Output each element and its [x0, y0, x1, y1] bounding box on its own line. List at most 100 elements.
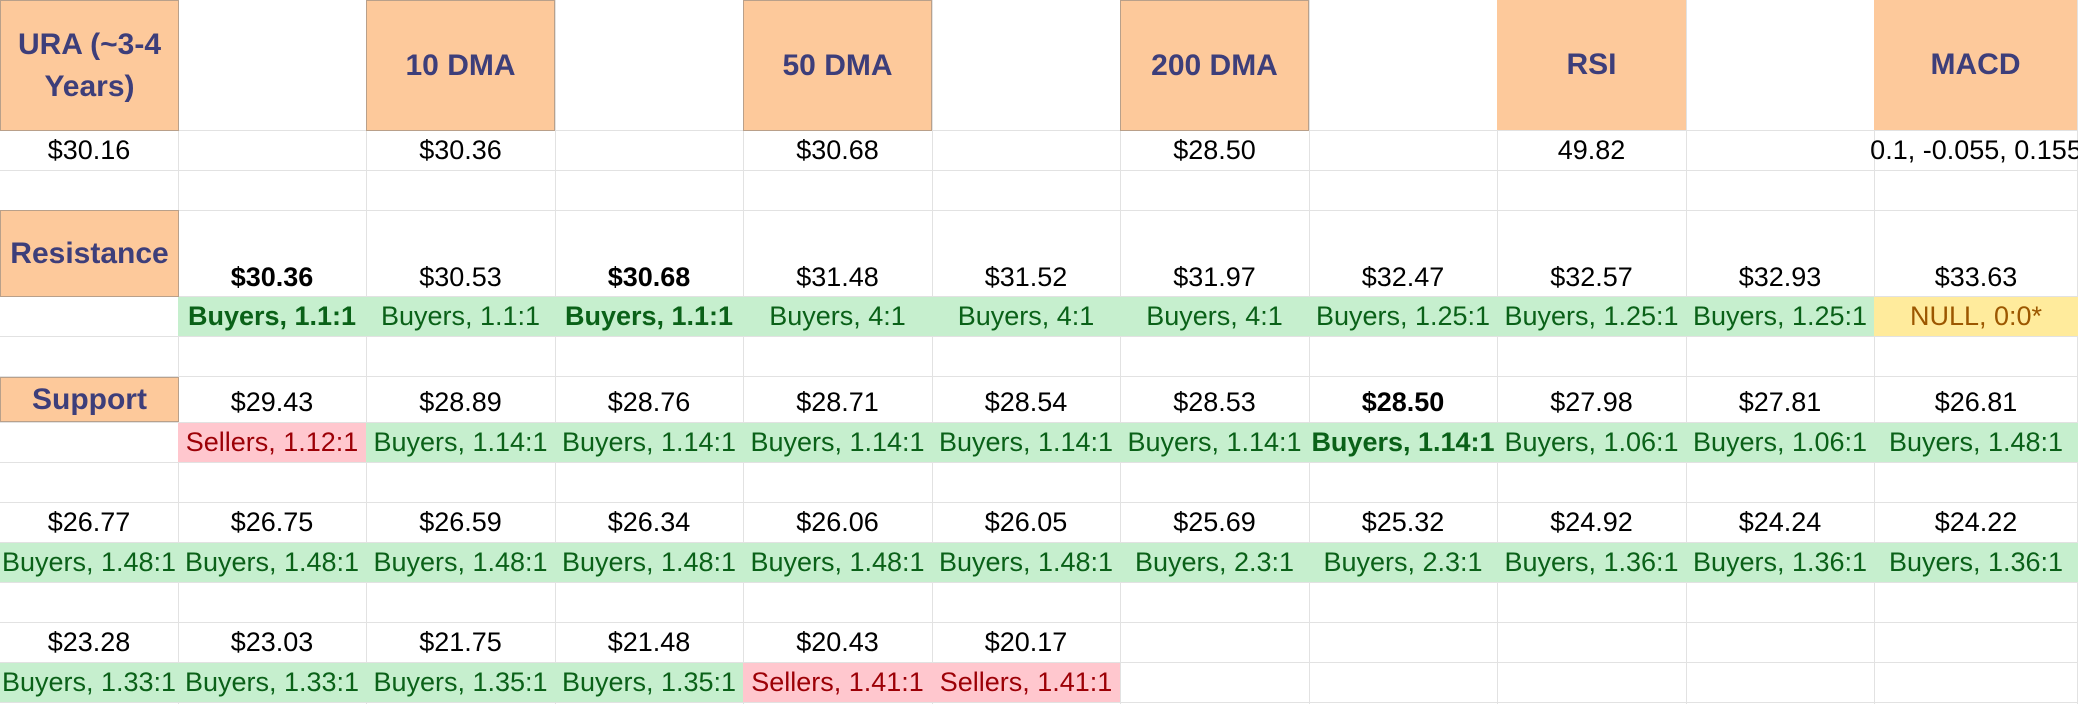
support-ratio: Sellers, 1.41:1 [932, 663, 1120, 702]
gridline [0, 662, 2078, 663]
resistance-ratio: Buyers, 4:1 [1120, 297, 1309, 336]
support-level: $29.43 [230, 387, 314, 418]
support-ratio: Buyers, 1.48:1 [178, 543, 366, 582]
gridline [1120, 0, 1121, 704]
support-ratio: Buyers, 1.48:1 [1874, 423, 2078, 462]
gridline [0, 296, 2078, 297]
support-ratio: Buyers, 1.48:1 [366, 543, 555, 582]
resistance-ratio: Buyers, 1.1:1 [555, 297, 743, 336]
resistance-level: $32.57 [1550, 261, 1633, 292]
support-level: $28.71 [796, 387, 879, 418]
resistance-level: $32.93 [1738, 261, 1822, 292]
header-10-dma: 10 DMA [366, 0, 555, 131]
gridline [0, 622, 2078, 623]
resistance-level: $31.97 [1173, 261, 1256, 292]
support-ratio: Buyers, 1.35:1 [555, 663, 743, 702]
support-ratio: Buyers, 1.14:1 [1309, 423, 1497, 462]
support-level: $27.98 [1550, 387, 1633, 418]
support-ratio: Buyers, 1.14:1 [555, 423, 743, 462]
resistance-level: $31.48 [796, 261, 879, 292]
gridline [366, 0, 367, 704]
resistance-level: $30.53 [419, 261, 502, 292]
gridline [1874, 0, 1875, 704]
support-level: $26.05 [984, 507, 1068, 538]
current-price: $30.16 [47, 135, 131, 166]
support-ratio: Buyers, 1.33:1 [0, 663, 178, 702]
support-ratio: Buyers, 1.35:1 [366, 663, 555, 702]
gridline [743, 0, 744, 704]
support-ratio: Buyers, 1.14:1 [1120, 423, 1309, 462]
resistance-level: $32.47 [1361, 261, 1445, 292]
gridline [0, 336, 2078, 337]
support-level: $24.22 [1934, 507, 2018, 538]
support-ratio: Buyers, 1.06:1 [1686, 423, 1874, 462]
resistance-level: $31.52 [984, 261, 1068, 292]
header-200-dma: 200 DMA [1120, 0, 1309, 131]
value-rsi: 49.82 [1557, 135, 1626, 166]
support-level: $27.81 [1738, 387, 1822, 418]
gridline [0, 170, 2078, 171]
gridline [0, 422, 2078, 423]
support-ratio: Buyers, 2.3:1 [1309, 543, 1497, 582]
support-level: $26.59 [419, 507, 502, 538]
support-level: $28.50 [1361, 387, 1445, 418]
gridline [0, 210, 2078, 211]
support-level: $26.75 [230, 507, 314, 538]
resistance-ratio: Buyers, 1.25:1 [1309, 297, 1497, 336]
resistance-label: Resistance [0, 210, 179, 297]
support-level: $26.81 [1934, 387, 2018, 418]
support-ratio: Buyers, 1.36:1 [1497, 543, 1686, 582]
resistance-level: $30.68 [607, 261, 691, 292]
value-50-dma: $30.68 [796, 135, 879, 166]
header-macd: MACD [1874, 0, 2077, 130]
resistance-ratio: Buyers, 1.1:1 [178, 297, 366, 336]
support-ratio: Buyers, 1.48:1 [0, 543, 178, 582]
value-macd: 0.1, -0.055, 0.155 [1870, 135, 2078, 166]
gridline [0, 702, 2078, 703]
gridline [1686, 0, 1687, 704]
resistance-ratio: Buyers, 1.1:1 [366, 297, 555, 336]
support-level: $28.54 [984, 387, 1068, 418]
resistance-ratio: Buyers, 1.25:1 [1497, 297, 1686, 336]
support-level: $20.43 [796, 627, 879, 658]
gridline [0, 542, 2078, 543]
support-level: $28.89 [419, 387, 502, 418]
header-rsi: RSI [1497, 0, 1686, 130]
resistance-ratio: Buyers, 1.25:1 [1686, 297, 1874, 336]
support-label: Support [0, 377, 179, 422]
resistance-ratio: NULL, 0:0* [1874, 297, 2078, 336]
value-200-dma: $28.50 [1173, 135, 1256, 166]
gridline [178, 0, 179, 704]
support-level: $21.75 [419, 627, 502, 658]
support-ratio: Sellers, 1.12:1 [178, 423, 366, 462]
support-ratio: Buyers, 1.14:1 [932, 423, 1120, 462]
support-level: $28.53 [1173, 387, 1256, 418]
gridline [0, 130, 2078, 131]
support-ratio: Buyers, 1.48:1 [555, 543, 743, 582]
support-level: $28.76 [607, 387, 691, 418]
gridline [0, 582, 2078, 583]
gridline [0, 502, 2078, 503]
support-level: $26.06 [796, 507, 879, 538]
support-ratio: Sellers, 1.41:1 [743, 663, 932, 702]
support-ratio: Buyers, 1.36:1 [1686, 543, 1874, 582]
support-ratio: Buyers, 1.33:1 [178, 663, 366, 702]
resistance-level: $30.36 [230, 261, 314, 292]
gridline [1309, 0, 1310, 704]
support-level: $23.03 [230, 627, 314, 658]
support-ratio: Buyers, 1.14:1 [743, 423, 932, 462]
resistance-level: $33.63 [1934, 261, 2018, 292]
gridline [0, 376, 2078, 377]
support-ratio: Buyers, 1.48:1 [932, 543, 1120, 582]
gridline [932, 0, 933, 704]
support-level: $21.48 [607, 627, 691, 658]
support-level: $26.77 [47, 507, 131, 538]
support-level: $20.17 [984, 627, 1068, 658]
resistance-ratio: Buyers, 4:1 [932, 297, 1120, 336]
support-ratio: Buyers, 1.36:1 [1874, 543, 2078, 582]
support-level: $26.34 [607, 507, 691, 538]
gridline [1497, 0, 1498, 704]
support-level: $25.32 [1361, 507, 1445, 538]
support-ratio: Buyers, 1.06:1 [1497, 423, 1686, 462]
